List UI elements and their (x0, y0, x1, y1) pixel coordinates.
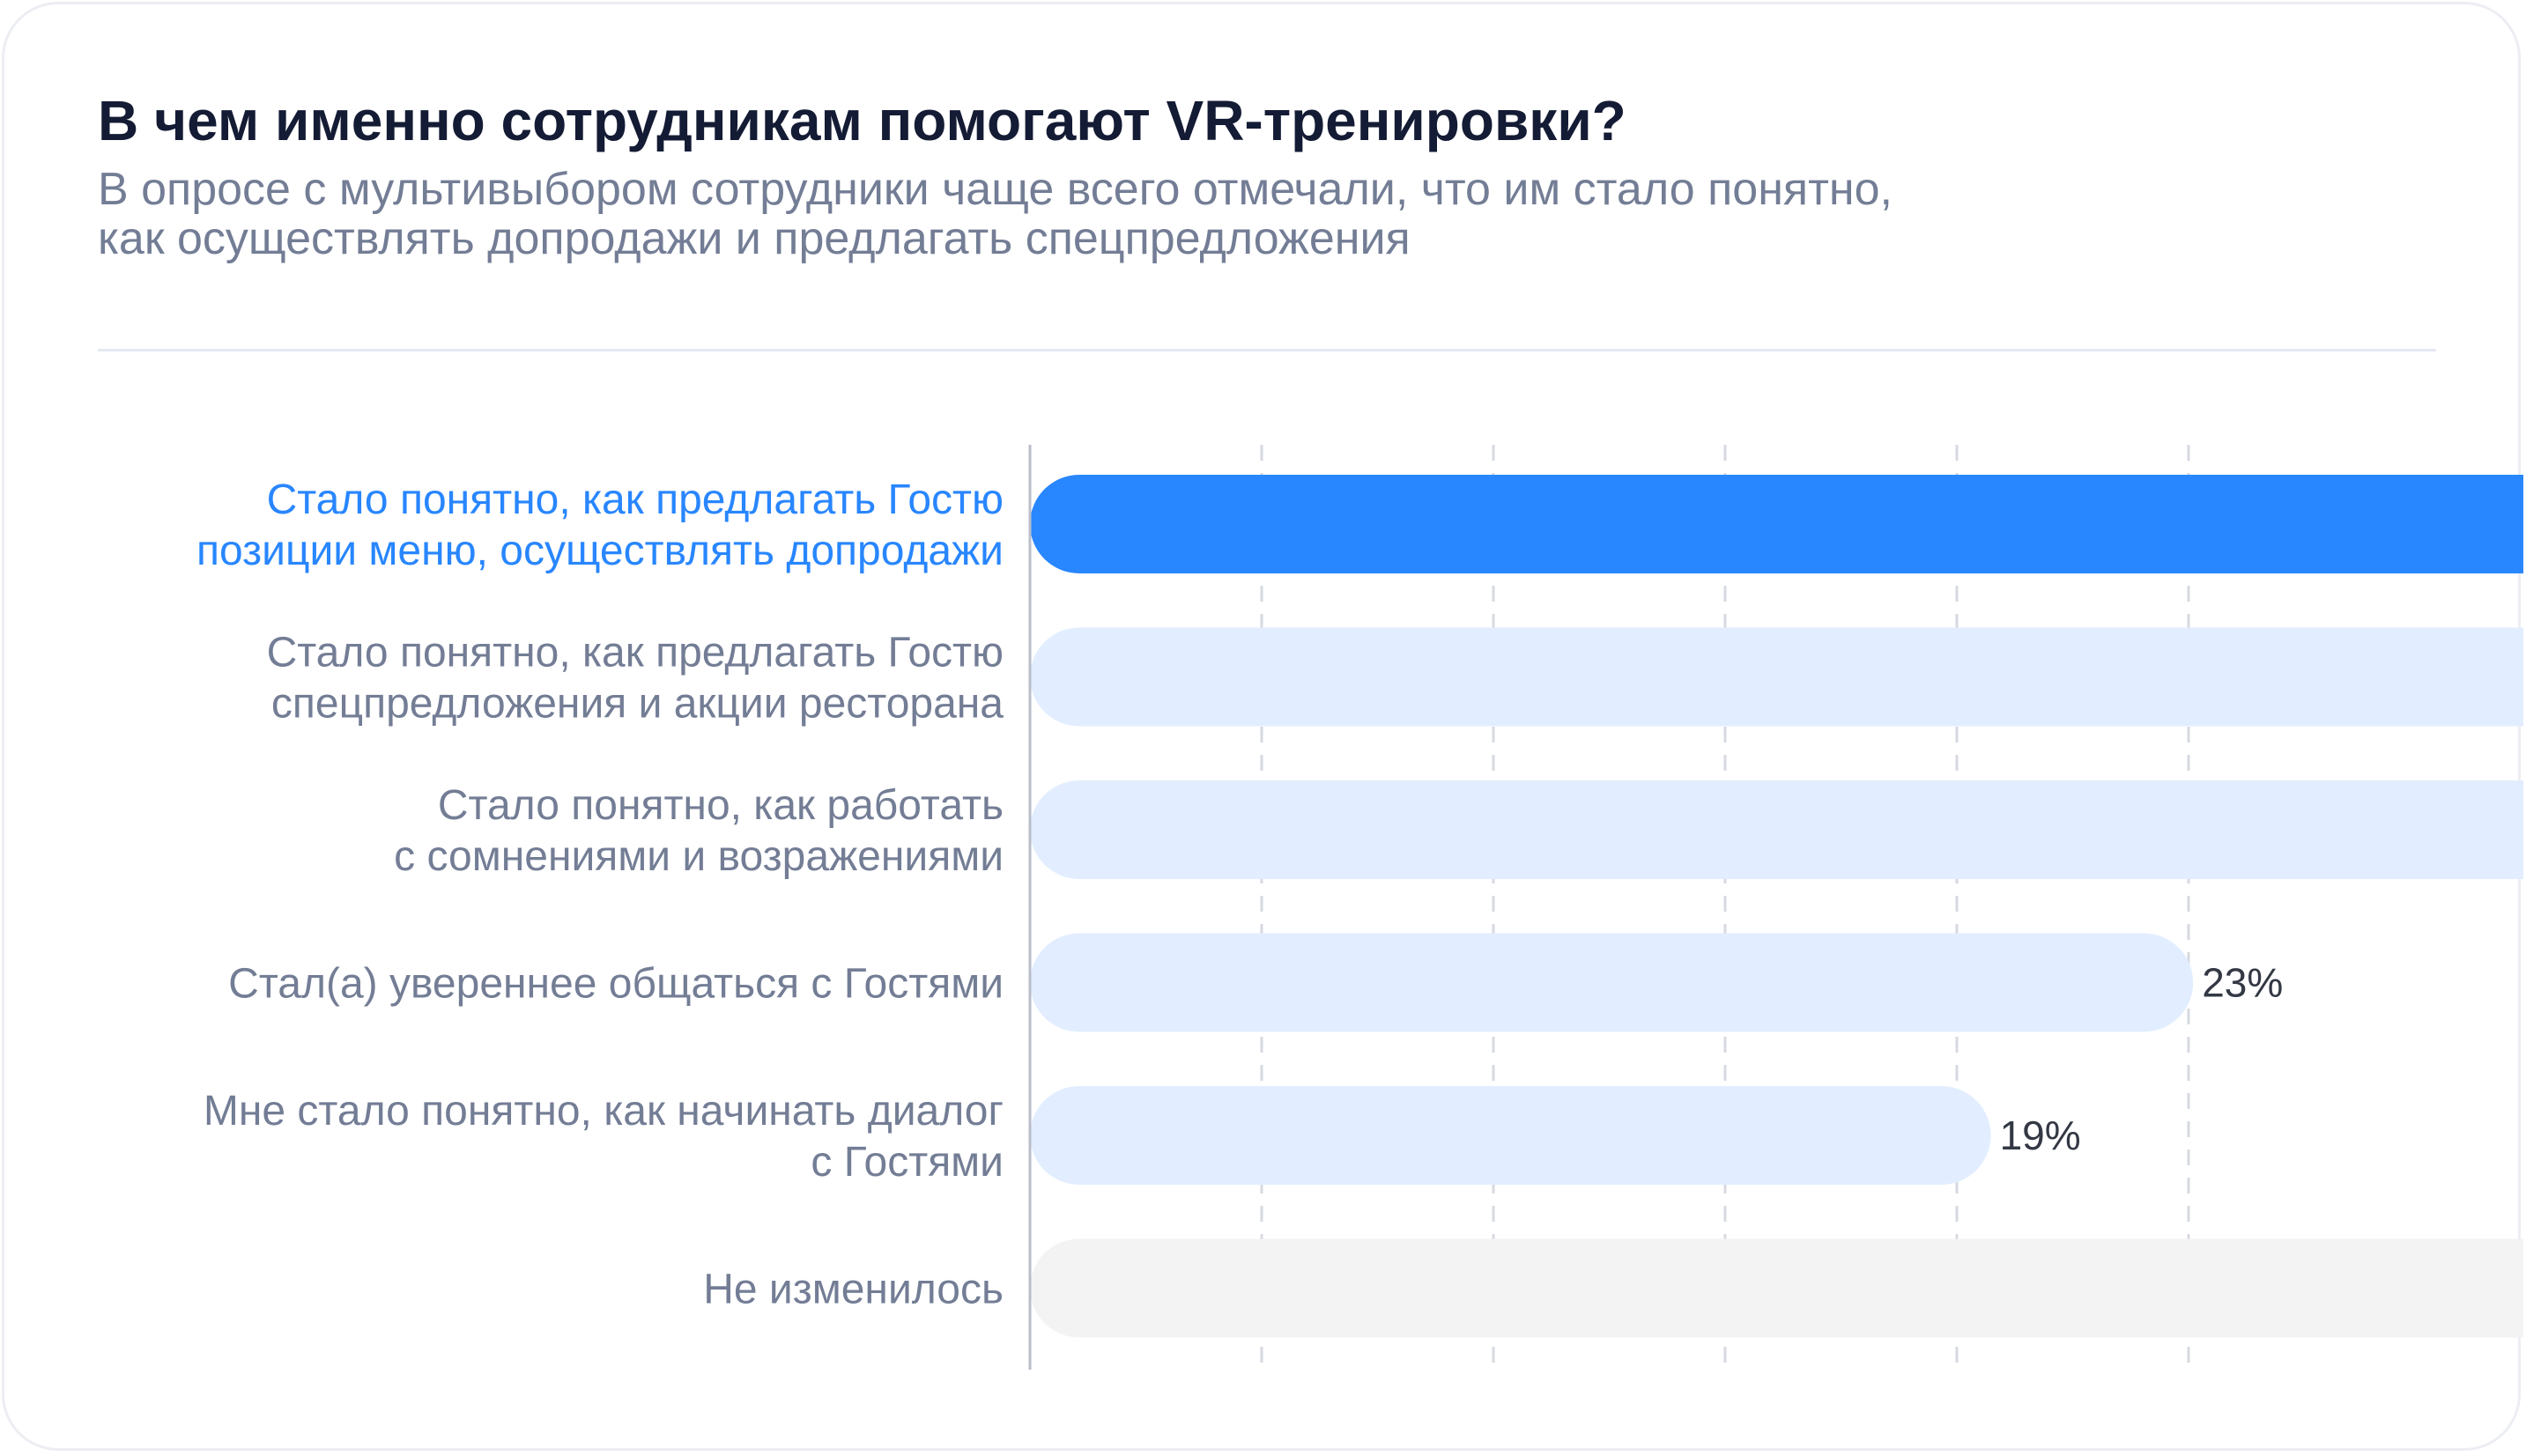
value-label: 23% (2202, 960, 2283, 1006)
category-label: Не изменилось (703, 1267, 1004, 1313)
category-label: с сомнениями и возражениями (394, 833, 1004, 880)
bar (1030, 475, 2523, 573)
category-label: Стало понятно, как предлагать Гостю (267, 477, 1004, 523)
subtitle-line-1: В опросе с мультивыбором сотрудники чаще… (98, 164, 1893, 215)
bar (1030, 627, 2523, 727)
category-label: Стало понятно, как предлагать Гостю (267, 630, 1004, 676)
bar (1030, 933, 2194, 1032)
chart-subtitle: В опросе с мультивыбором сотрудники чаще… (98, 165, 1893, 263)
divider (98, 349, 2436, 351)
category-label: позиции меню, осуществлять допродажи (196, 528, 1004, 574)
subtitle-line-2: как осуществлять допродажи и предлагать … (98, 213, 1411, 264)
category-label: Стало понятно, как работать (438, 782, 1004, 829)
category-label: Стал(а) увереннее общаться с Гостями (228, 961, 1004, 1008)
bar (1030, 780, 2523, 879)
category-label: Мне стало понятно, как начинать диалог (204, 1088, 1004, 1134)
category-label: спецпредложения и акции ресторана (271, 681, 1004, 728)
bar (1030, 1238, 2523, 1338)
chart-title: В чем именно сотрудникам помогают VR-тре… (98, 89, 1626, 152)
bar-chart: 39%Стало понятно, как предлагать Гостюпо… (196, 445, 2523, 1370)
value-label: 19% (2000, 1112, 2081, 1158)
category-label: с Гостями (811, 1139, 1004, 1186)
bar (1030, 1086, 1991, 1185)
